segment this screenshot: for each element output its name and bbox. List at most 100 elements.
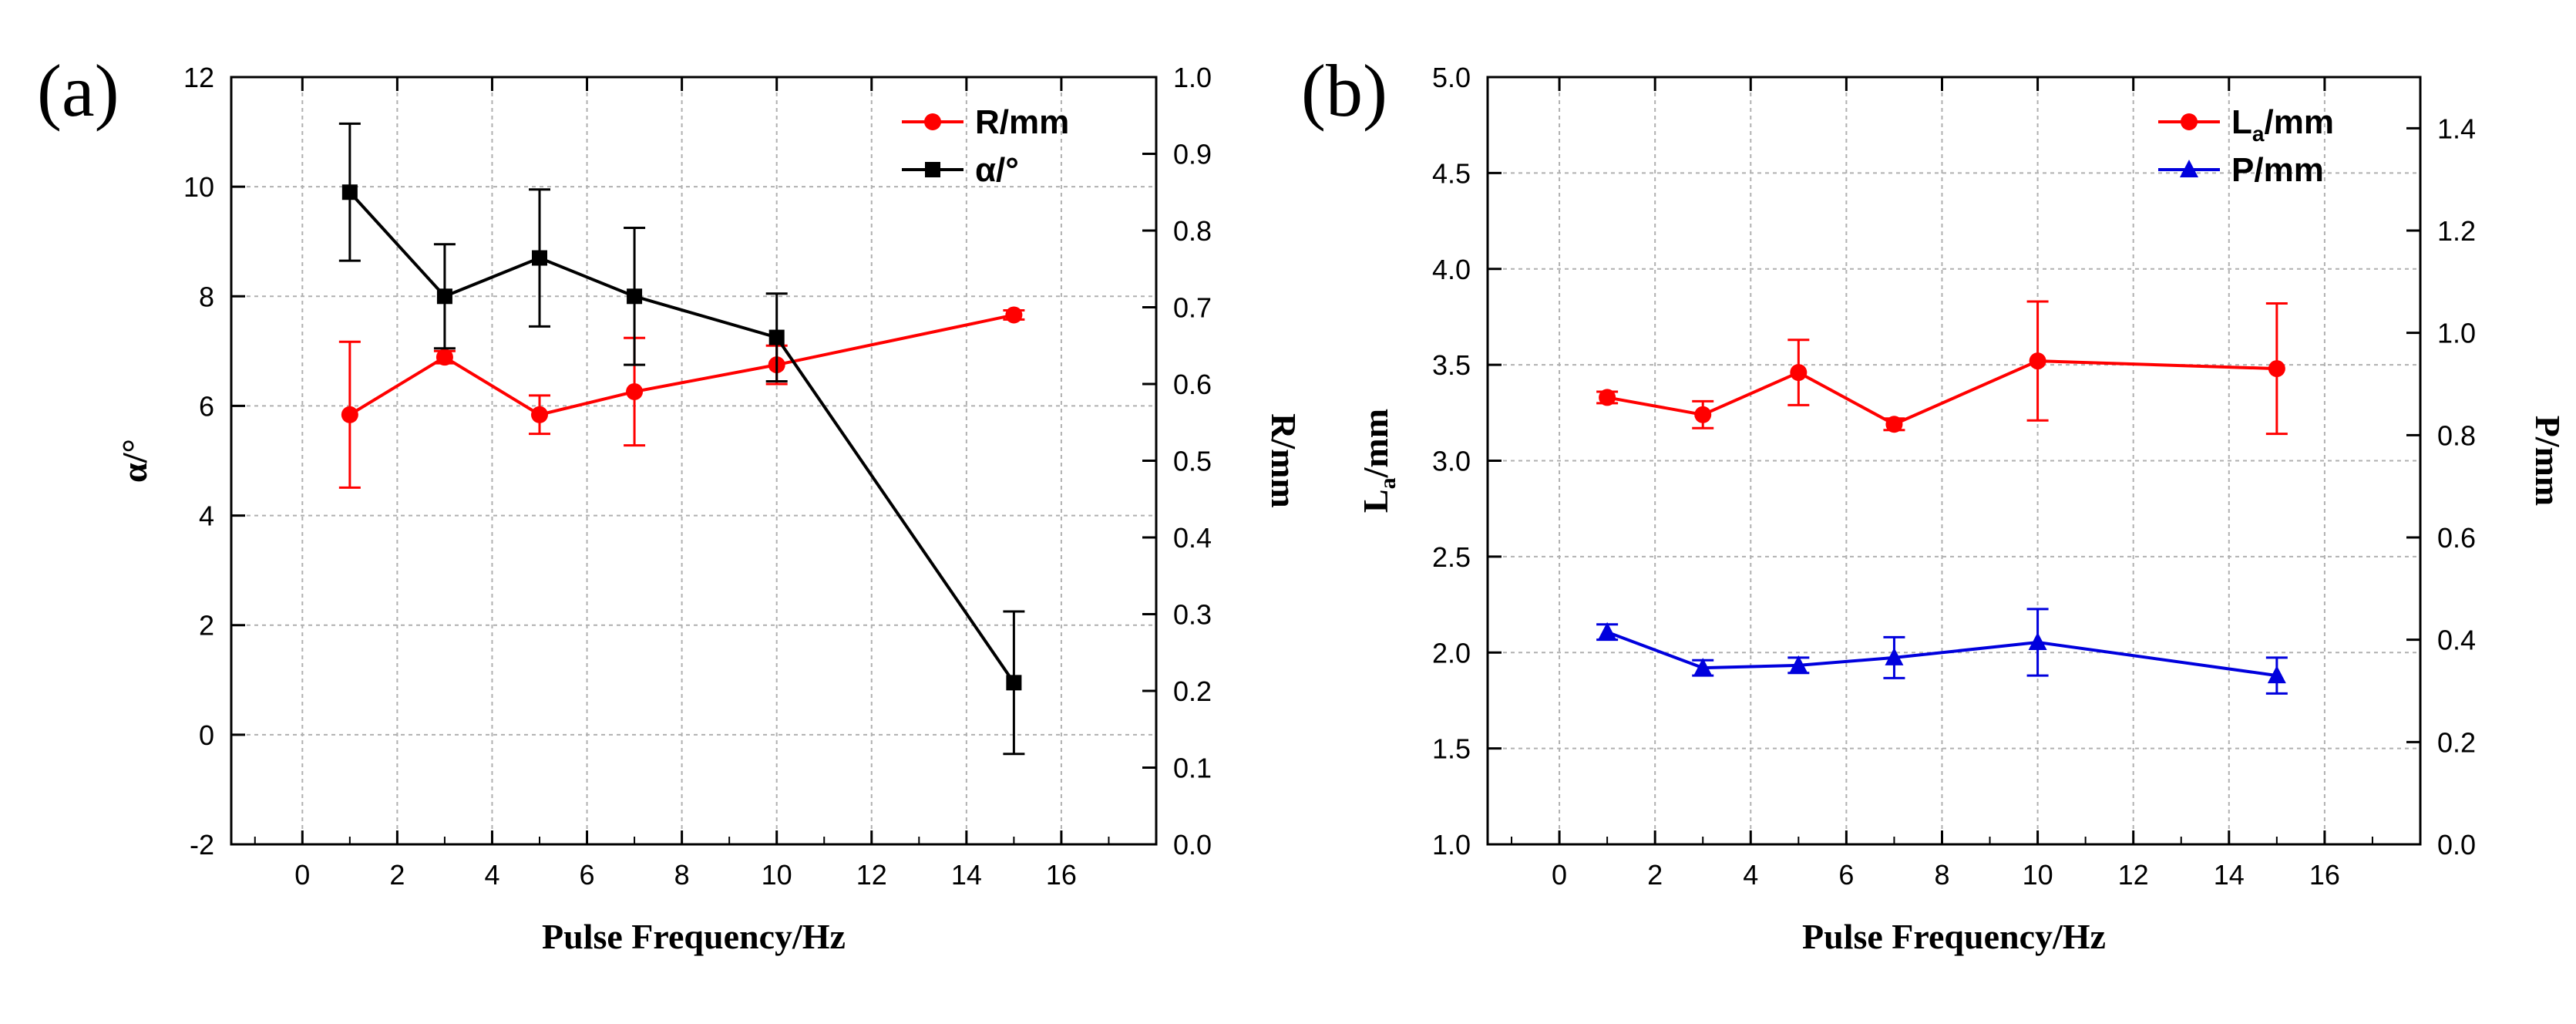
x-tick-label: 6 (1838, 859, 1854, 891)
left-tick-label: 0 (199, 719, 214, 751)
x-tick-label: 12 (856, 859, 887, 891)
legend-label: α/° (975, 151, 1019, 189)
series-line (1606, 630, 2278, 678)
plot-frame (230, 76, 1158, 846)
left-tick-label: 12 (183, 62, 214, 93)
left-axis-label-tail: /mm (1356, 409, 1395, 478)
right-tick-label: 0.8 (1173, 215, 1212, 247)
data-point (768, 329, 785, 345)
right-tick-label: 0.1 (1173, 753, 1212, 784)
series-1 (1596, 608, 2288, 695)
legend-label-main: P/mm (2231, 151, 2324, 189)
data-point (2267, 665, 2286, 684)
left-tick-label: 4.5 (1432, 157, 1471, 189)
data-point (2180, 160, 2198, 177)
left-tick-label: 5.0 (1432, 62, 1471, 93)
x-tick-label: 4 (1743, 859, 1758, 891)
left-tick-label: 4.0 (1432, 254, 1471, 285)
grid (1488, 76, 2420, 845)
data-point (2268, 360, 2285, 378)
left-tick-label: 3.0 (1432, 446, 1471, 477)
left-tick-label: 2.0 (1432, 637, 1471, 669)
data-point (531, 406, 548, 423)
series-line (348, 190, 1016, 684)
series-0 (1596, 300, 2288, 436)
panel-b: (b) 0 2 4 6 8 10 12 14 16 Pulse Frequency/Hz 1.0 1.5… (1301, 49, 2568, 956)
data-point (341, 406, 358, 423)
right-tick-label: 0.6 (1173, 369, 1212, 400)
x-tick-label: 16 (2309, 859, 2340, 891)
right-tick-label: 0.4 (1173, 522, 1212, 554)
series-1 (338, 122, 1025, 756)
legend: R/mm α/° (902, 103, 1069, 189)
data-point (436, 288, 452, 305)
left-tick-label: 1.0 (1432, 829, 1471, 861)
x-tick-label: 10 (2023, 859, 2053, 891)
legend-label-main: L (2231, 103, 2252, 141)
x-tick-label: 0 (1552, 859, 1567, 891)
right-tick-label: 1.0 (2437, 318, 2476, 349)
right-tick-label: 0.9 (1173, 139, 1212, 170)
left-tick-label: 1.5 (1432, 733, 1471, 765)
x-tick-label: 16 (1046, 859, 1077, 891)
right-tick-label: 0.2 (1173, 675, 1212, 707)
data-point (1790, 364, 1808, 382)
data-point (1005, 306, 1023, 324)
x-tick-label: 12 (2118, 859, 2149, 891)
left-axis: -2 0 2 4 6 8 10 12 α/° (115, 62, 245, 861)
data-point (1885, 647, 1904, 665)
right-axis-label: P/mm (2528, 416, 2568, 507)
data-point (2029, 352, 2046, 370)
data-point (1693, 658, 1713, 676)
legend-label-main: α/° (975, 151, 1019, 189)
data-point (924, 113, 941, 130)
x-tick-label: 4 (484, 859, 499, 891)
panel-label: (a) (37, 49, 119, 132)
data-point (1885, 416, 1903, 433)
grid (231, 76, 1156, 845)
left-axis-label: La/mm (1356, 409, 1401, 513)
left-tick-label: -2 (190, 829, 214, 861)
right-tick-label: 1.4 (2437, 113, 2476, 144)
right-axis: 0.0 0.1 0.2 0.3 0.4 0.5 0.6 0.7 0.8 0.9 1.0 R/mm (1142, 62, 1303, 861)
right-tick-label: 0.0 (1173, 829, 1212, 861)
x-tick-label: 8 (1934, 859, 1949, 891)
data-point (1599, 389, 1616, 406)
data-point (532, 250, 547, 266)
left-axis-label-main: L (1356, 489, 1395, 513)
x-tick-label: 14 (951, 859, 982, 891)
left-tick-label: 3.5 (1432, 349, 1471, 381)
data-point (626, 382, 644, 400)
data-point (341, 184, 358, 200)
left-axis: 1.0 1.5 2.0 2.5 3.0 3.5 4.0 4.5 5.0 La/mm (1356, 62, 1502, 861)
legend-label-main: R/mm (975, 103, 1069, 141)
x-tick-label: 8 (674, 859, 690, 891)
right-tick-label: 0.5 (1173, 446, 1212, 477)
series-line (348, 313, 1014, 416)
x-axis: 0 2 4 6 8 10 12 14 16 (1511, 77, 2373, 891)
legend-label-tail: /mm (2264, 103, 2333, 141)
right-tick-label: 1.2 (2437, 215, 2476, 247)
x-tick-label: 14 (2214, 859, 2245, 891)
right-tick-label: 0.8 (2437, 419, 2476, 451)
left-tick-label: 8 (199, 281, 214, 312)
left-axis-label-main: α/° (115, 439, 154, 483)
legend-label: R/mm (975, 103, 1069, 141)
right-tick-label: 0.7 (1173, 292, 1212, 324)
data-point (1789, 655, 1808, 673)
right-tick-label: 0.4 (2437, 625, 2476, 656)
left-tick-label: 2 (199, 610, 214, 642)
data-point (1694, 406, 1712, 423)
legend: La/mm P/mm (2158, 103, 2334, 189)
data-point (925, 162, 940, 177)
series-line (1606, 359, 2277, 426)
x-tick-label: 0 (294, 859, 310, 891)
right-tick-label: 0.6 (2437, 522, 2476, 554)
data-point (435, 349, 453, 366)
right-tick-label: 0.3 (1173, 599, 1212, 631)
panel-label: (b) (1301, 49, 1387, 132)
left-axis-label: α/° (115, 439, 154, 483)
x-tick-label: 6 (580, 859, 595, 891)
legend-label: P/mm (2231, 151, 2324, 189)
